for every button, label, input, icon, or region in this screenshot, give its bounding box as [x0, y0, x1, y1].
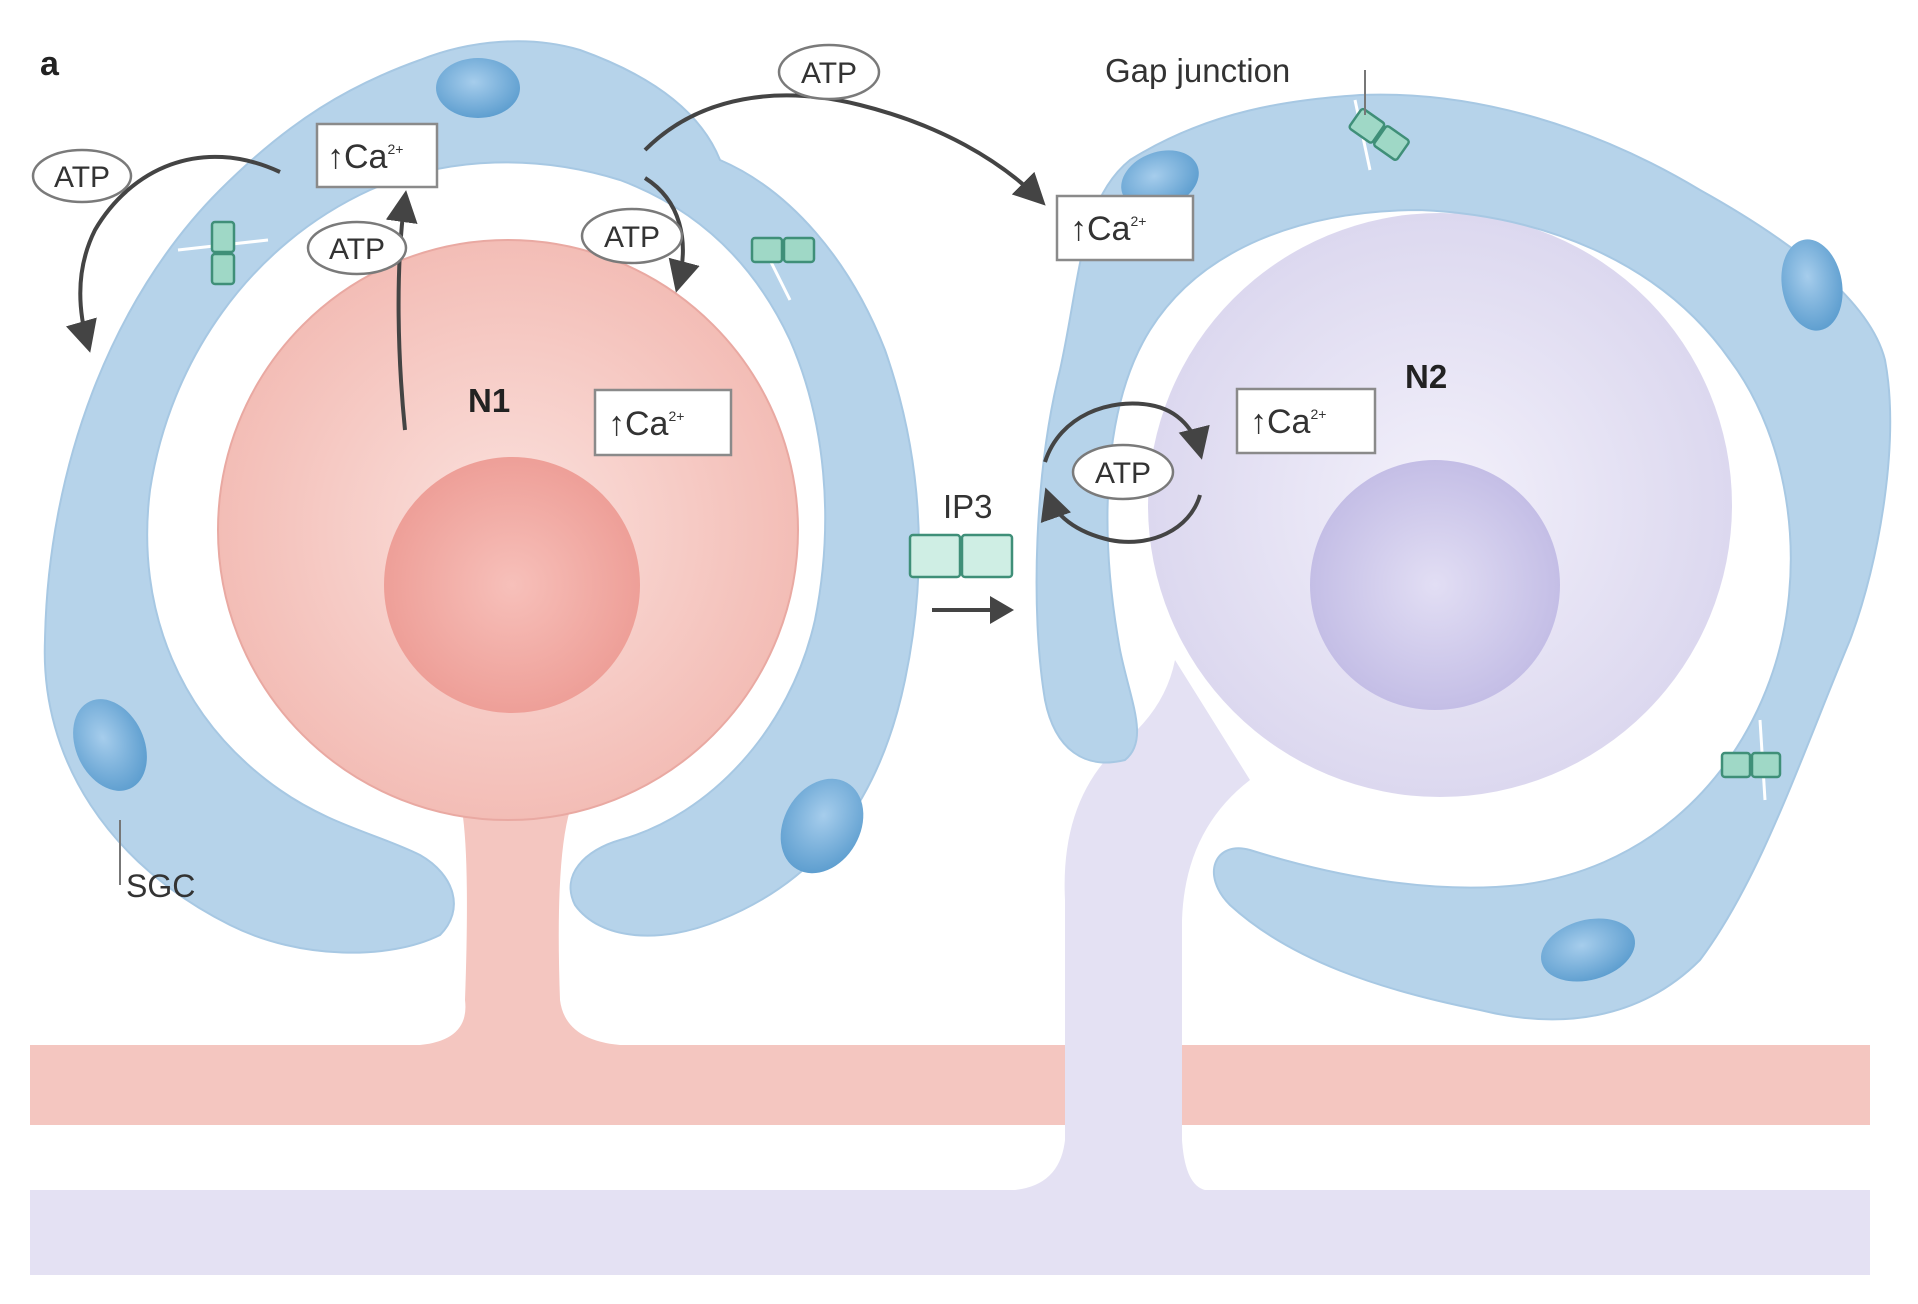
arrow-atp-loop-left [66, 154, 281, 353]
panel-label: a [40, 45, 60, 83]
sgc-nucleus [73, 699, 147, 791]
ca-box-sgc2: ↑Ca2+ [1055, 194, 1195, 262]
neuron2-nucleus [1310, 460, 1560, 710]
sgc-nucleus [780, 778, 864, 874]
sgc-sheath-neuron1 [43, 40, 920, 954]
gap-junction-ip3 [908, 533, 1014, 579]
svg-text:↑Ca2+: ↑Ca2+ [327, 138, 403, 176]
ca-box-n2: ↑Ca2+ [1235, 387, 1377, 455]
arrow-atp-over [643, 93, 1046, 206]
gap-junction-2 [750, 236, 816, 264]
arrow-n2-cycle-bottom [1040, 487, 1202, 544]
svg-text:ATP: ATP [54, 161, 110, 194]
neuron2 [1015, 213, 1732, 1190]
svg-text:↑Ca2+: ↑Ca2+ [1250, 403, 1326, 441]
svg-text:↑Ca2+: ↑Ca2+ [1070, 210, 1146, 248]
atp-label-right: ATP [580, 207, 684, 265]
ip3-label: IP3 [943, 488, 993, 525]
sgc-nucleus [436, 58, 520, 118]
atp-label-n1-up: ATP [306, 220, 408, 276]
neuron2-label: N2 [1405, 358, 1447, 395]
arrow-atp-right-down [643, 176, 700, 293]
atp-label-top: ATP [777, 43, 881, 101]
ca-box-sgc1: ↑Ca2+ [315, 122, 439, 189]
atp-label-left: ATP [31, 148, 133, 204]
gap-junction-3 [1348, 107, 1410, 161]
sgc-nucleus [1781, 239, 1843, 331]
svg-text:ATP: ATP [329, 233, 385, 266]
gap-junction-1 [210, 220, 236, 286]
gap-junction-4 [1720, 751, 1782, 779]
neuron1-nucleus [384, 457, 640, 713]
atp-label-n2: ATP [1071, 443, 1175, 501]
sgc-label: SGC [126, 868, 195, 904]
neuron1-label: N1 [468, 382, 510, 419]
svg-text:ATP: ATP [604, 221, 660, 254]
arrow-n1-up [385, 190, 418, 431]
svg-text:ATP: ATP [1095, 457, 1151, 490]
svg-text:ATP: ATP [801, 57, 857, 90]
svg-text:↑Ca2+: ↑Ca2+ [608, 405, 684, 443]
gap-junction-label: Gap junction [1105, 52, 1290, 89]
sgc-sheath-neuron2 [1035, 93, 1892, 1021]
neuron1 [217, 239, 799, 1045]
neuron2-axon [30, 1190, 1870, 1275]
ca-box-n1: ↑Ca2+ [593, 388, 733, 457]
sgc-nucleus [1540, 918, 1636, 982]
neuron1-axon [30, 1045, 1870, 1125]
arrow-n2-cycle-top [1043, 401, 1210, 463]
